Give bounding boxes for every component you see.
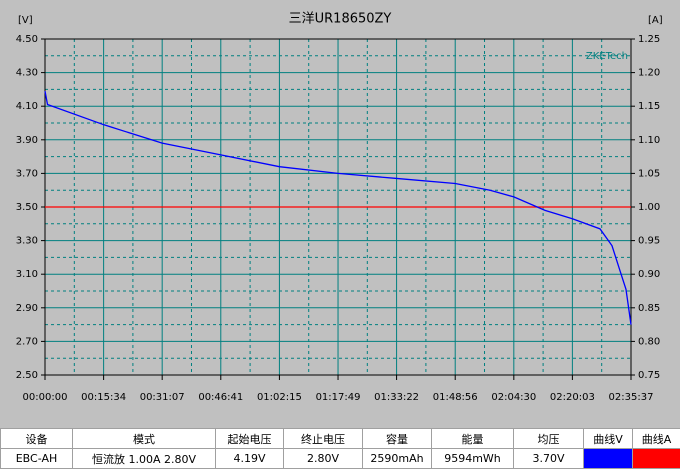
y-tick-label: 2.90: [16, 303, 38, 314]
x-tick-label: 02:20:03: [550, 392, 595, 403]
x-tick-label: 00:31:07: [140, 392, 185, 403]
legend-swatch: [633, 449, 680, 468]
cell: 4.19V: [216, 449, 284, 469]
x-tick-label: 01:48:56: [433, 392, 478, 403]
x-tick-label: 02:35:37: [609, 392, 654, 403]
legend-entry: 曲线A: [633, 429, 680, 449]
x-tick-label: 01:33:22: [374, 392, 419, 403]
cell: 9594mWh: [432, 449, 514, 469]
chart-title: 三洋UR18650ZY: [289, 12, 392, 27]
y-axis-label: [V]: [18, 15, 33, 26]
y-tick-label: 3.50: [16, 202, 38, 213]
y-tick-label: 4.30: [16, 68, 38, 79]
legend-swatch-cell: [633, 449, 680, 469]
header-cell: 终止电压: [284, 429, 363, 449]
watermark: ZKETech: [586, 51, 628, 62]
x-tick-label: 01:02:15: [257, 392, 302, 403]
x-tick-label: 02:04:30: [491, 392, 536, 403]
header-row: 设备 模式 起始电压 终止电压 容量 能量 均压 曲线V 曲线A: [1, 429, 680, 449]
cell: 3.70V: [514, 449, 584, 469]
cell: 恒流放 1.00A 2.80V: [73, 449, 216, 469]
y2-tick-label: 1.05: [638, 168, 660, 179]
y2-tick-label: 0.90: [638, 269, 660, 280]
summary-table: 设备 模式 起始电压 终止电压 容量 能量 均压 曲线V 曲线A EBC-AH …: [0, 428, 680, 469]
header-cell: 起始电压: [216, 429, 284, 449]
data-row: EBC-AH 恒流放 1.00A 2.80V 4.19V 2.80V 2590m…: [1, 449, 680, 469]
y2-tick-label: 0.85: [638, 303, 660, 314]
header-cell: 均压: [514, 429, 584, 449]
y2-tick-label: 1.10: [638, 135, 660, 146]
x-tick-label: 00:00:00: [23, 392, 68, 403]
y-tick-label: 3.30: [16, 236, 38, 247]
cell: EBC-AH: [1, 449, 73, 469]
chart: 三洋UR18650ZY [V] [A] ZKETech 00:00:00 00:1…: [0, 0, 680, 428]
y2-tick-label: 0.95: [638, 236, 660, 247]
legend-swatch: [584, 449, 632, 468]
cell: 2590mAh: [363, 449, 432, 469]
x-tick-label: 00:46:41: [198, 392, 243, 403]
y-tick-label: 2.50: [16, 370, 38, 381]
legend-entry: 曲线V: [584, 429, 633, 449]
legend-swatch-cell: [584, 449, 633, 469]
y2-tick-label: 1.00: [638, 202, 660, 213]
y2-tick-label: 1.20: [638, 68, 660, 79]
x-tick-label: 01:17:49: [316, 392, 361, 403]
y-tick-label: 2.70: [16, 336, 38, 347]
y2-tick-label: 1.25: [638, 34, 660, 45]
x-tick-label: 00:15:34: [81, 392, 126, 403]
y2-tick-label: 0.80: [638, 336, 660, 347]
y-tick-label: 4.50: [16, 34, 38, 45]
header-cell: 容量: [363, 429, 432, 449]
header-cell: 模式: [73, 429, 216, 449]
y-tick-label: 4.10: [16, 101, 38, 112]
cell: 2.80V: [284, 449, 363, 469]
header-cell: 能量: [432, 429, 514, 449]
y2-axis-label: [A]: [648, 15, 663, 26]
y2-tick-label: 0.75: [638, 370, 660, 381]
y-tick-label: 3.70: [16, 168, 38, 179]
y2-tick-label: 1.15: [638, 101, 660, 112]
y-tick-label: 3.90: [16, 135, 38, 146]
header-cell: 设备: [1, 429, 73, 449]
y-tick-label: 3.10: [16, 269, 38, 280]
